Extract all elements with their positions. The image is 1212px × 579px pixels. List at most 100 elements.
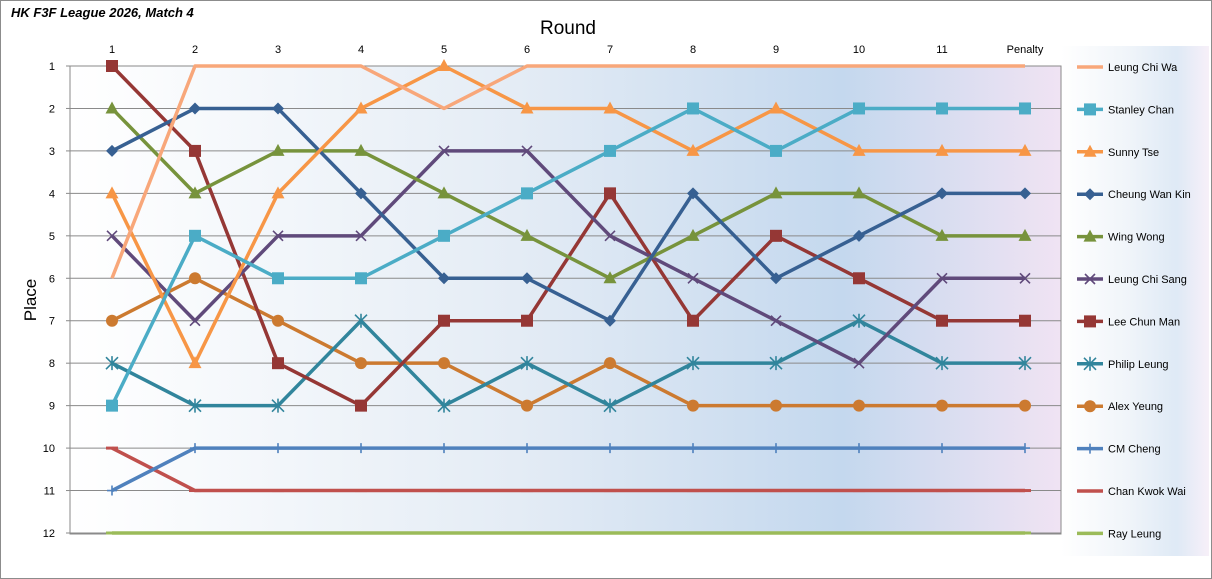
data-point (189, 315, 201, 327)
data-point (189, 144, 201, 157)
data-point (1083, 144, 1097, 157)
data-point (271, 143, 285, 156)
data-point (1019, 399, 1031, 412)
series-stanley-chan (106, 102, 1031, 412)
data-point (188, 186, 202, 199)
legend-item: Leung Chi Sang (1077, 273, 1187, 286)
legend-label: Lee Chun Man (1108, 316, 1180, 328)
data-point (1083, 356, 1097, 371)
data-point (437, 186, 451, 199)
legend-label: Leung Chi Sang (1108, 274, 1187, 286)
data-point (106, 230, 118, 242)
data-point (1084, 103, 1096, 116)
data-point (687, 314, 699, 327)
data-point (355, 399, 367, 412)
data-point (105, 356, 119, 371)
y-tick-label: 7 (49, 316, 55, 328)
data-point (852, 186, 866, 199)
data-point (770, 399, 782, 412)
series-line (110, 64, 1025, 279)
y-tick-label: 6 (49, 273, 55, 285)
series-line (110, 106, 1025, 407)
data-point (271, 398, 285, 413)
data-point (521, 145, 533, 157)
plot-area-background (70, 66, 1061, 534)
data-point (853, 102, 865, 115)
data-point (355, 357, 367, 370)
data-point (190, 443, 200, 454)
data-point (1084, 273, 1096, 285)
data-point (439, 443, 449, 454)
x-tick-label: 8 (690, 44, 696, 56)
legend-item: Stanley Chan (1077, 103, 1174, 116)
series-cm-cheng (107, 443, 1030, 496)
data-point (769, 356, 783, 371)
data-point (853, 399, 865, 412)
data-point (935, 228, 949, 241)
data-point (438, 272, 450, 285)
x-tick-label: 6 (524, 44, 530, 56)
y-tick-label: 3 (49, 146, 55, 158)
x-axis-title: Round (540, 18, 596, 39)
legend-item: CM Cheng (1077, 443, 1161, 456)
data-point (688, 443, 698, 454)
x-tick-label: 5 (441, 44, 447, 56)
data-point (603, 271, 617, 284)
y-tick-label: 5 (49, 231, 55, 243)
data-point (687, 272, 699, 284)
data-point (771, 443, 781, 454)
x-tick-label: 2 (192, 44, 198, 56)
data-point (438, 314, 450, 327)
series-line (111, 106, 1025, 323)
series-line (110, 149, 1025, 365)
data-point (852, 143, 866, 156)
data-point (438, 229, 450, 242)
data-point (1020, 443, 1030, 454)
data-point (105, 186, 119, 199)
data-point (355, 272, 367, 285)
data-point (272, 102, 284, 115)
legend-item: Alex Yeung (1077, 400, 1163, 413)
legend-item: Ray Leung (1077, 528, 1161, 540)
x-tick-label: Penalty (1007, 44, 1044, 56)
data-point (770, 272, 782, 285)
data-point (1018, 356, 1032, 371)
data-point (604, 187, 616, 200)
legend-label: Alex Yeung (1108, 401, 1163, 413)
data-point (1085, 443, 1095, 454)
data-point (1084, 188, 1096, 201)
y-tick-label: 12 (43, 528, 55, 540)
series-leung-chi-wa (110, 64, 1025, 279)
data-point (438, 357, 450, 370)
data-point (106, 60, 118, 72)
data-point (272, 272, 284, 285)
data-point (188, 398, 202, 413)
series-line (111, 446, 1025, 493)
y-tick-label: 4 (49, 188, 55, 200)
data-point (686, 143, 700, 156)
data-point (1019, 102, 1031, 115)
data-point (687, 399, 699, 412)
series-philip-leung (105, 313, 1032, 413)
series-wing-wong (105, 101, 1032, 284)
data-point (272, 314, 284, 327)
data-point (770, 144, 782, 157)
data-point (936, 399, 948, 412)
series-leung-chi-sang (106, 145, 1031, 369)
chart-title: HK F3F League 2026, Match 4 (11, 5, 194, 20)
data-point (1019, 187, 1031, 200)
data-point (437, 398, 451, 413)
x-tick-label: 3 (275, 44, 281, 56)
series-chan-kwok-wai (106, 446, 1031, 493)
data-point (1019, 314, 1031, 327)
data-point (521, 272, 533, 285)
data-point (437, 59, 451, 71)
data-point (355, 187, 367, 200)
data-point (686, 228, 700, 241)
data-point (687, 187, 699, 200)
data-point (770, 315, 782, 327)
x-tick-label: 10 (853, 44, 865, 56)
data-point (106, 314, 118, 327)
data-point (853, 357, 865, 369)
